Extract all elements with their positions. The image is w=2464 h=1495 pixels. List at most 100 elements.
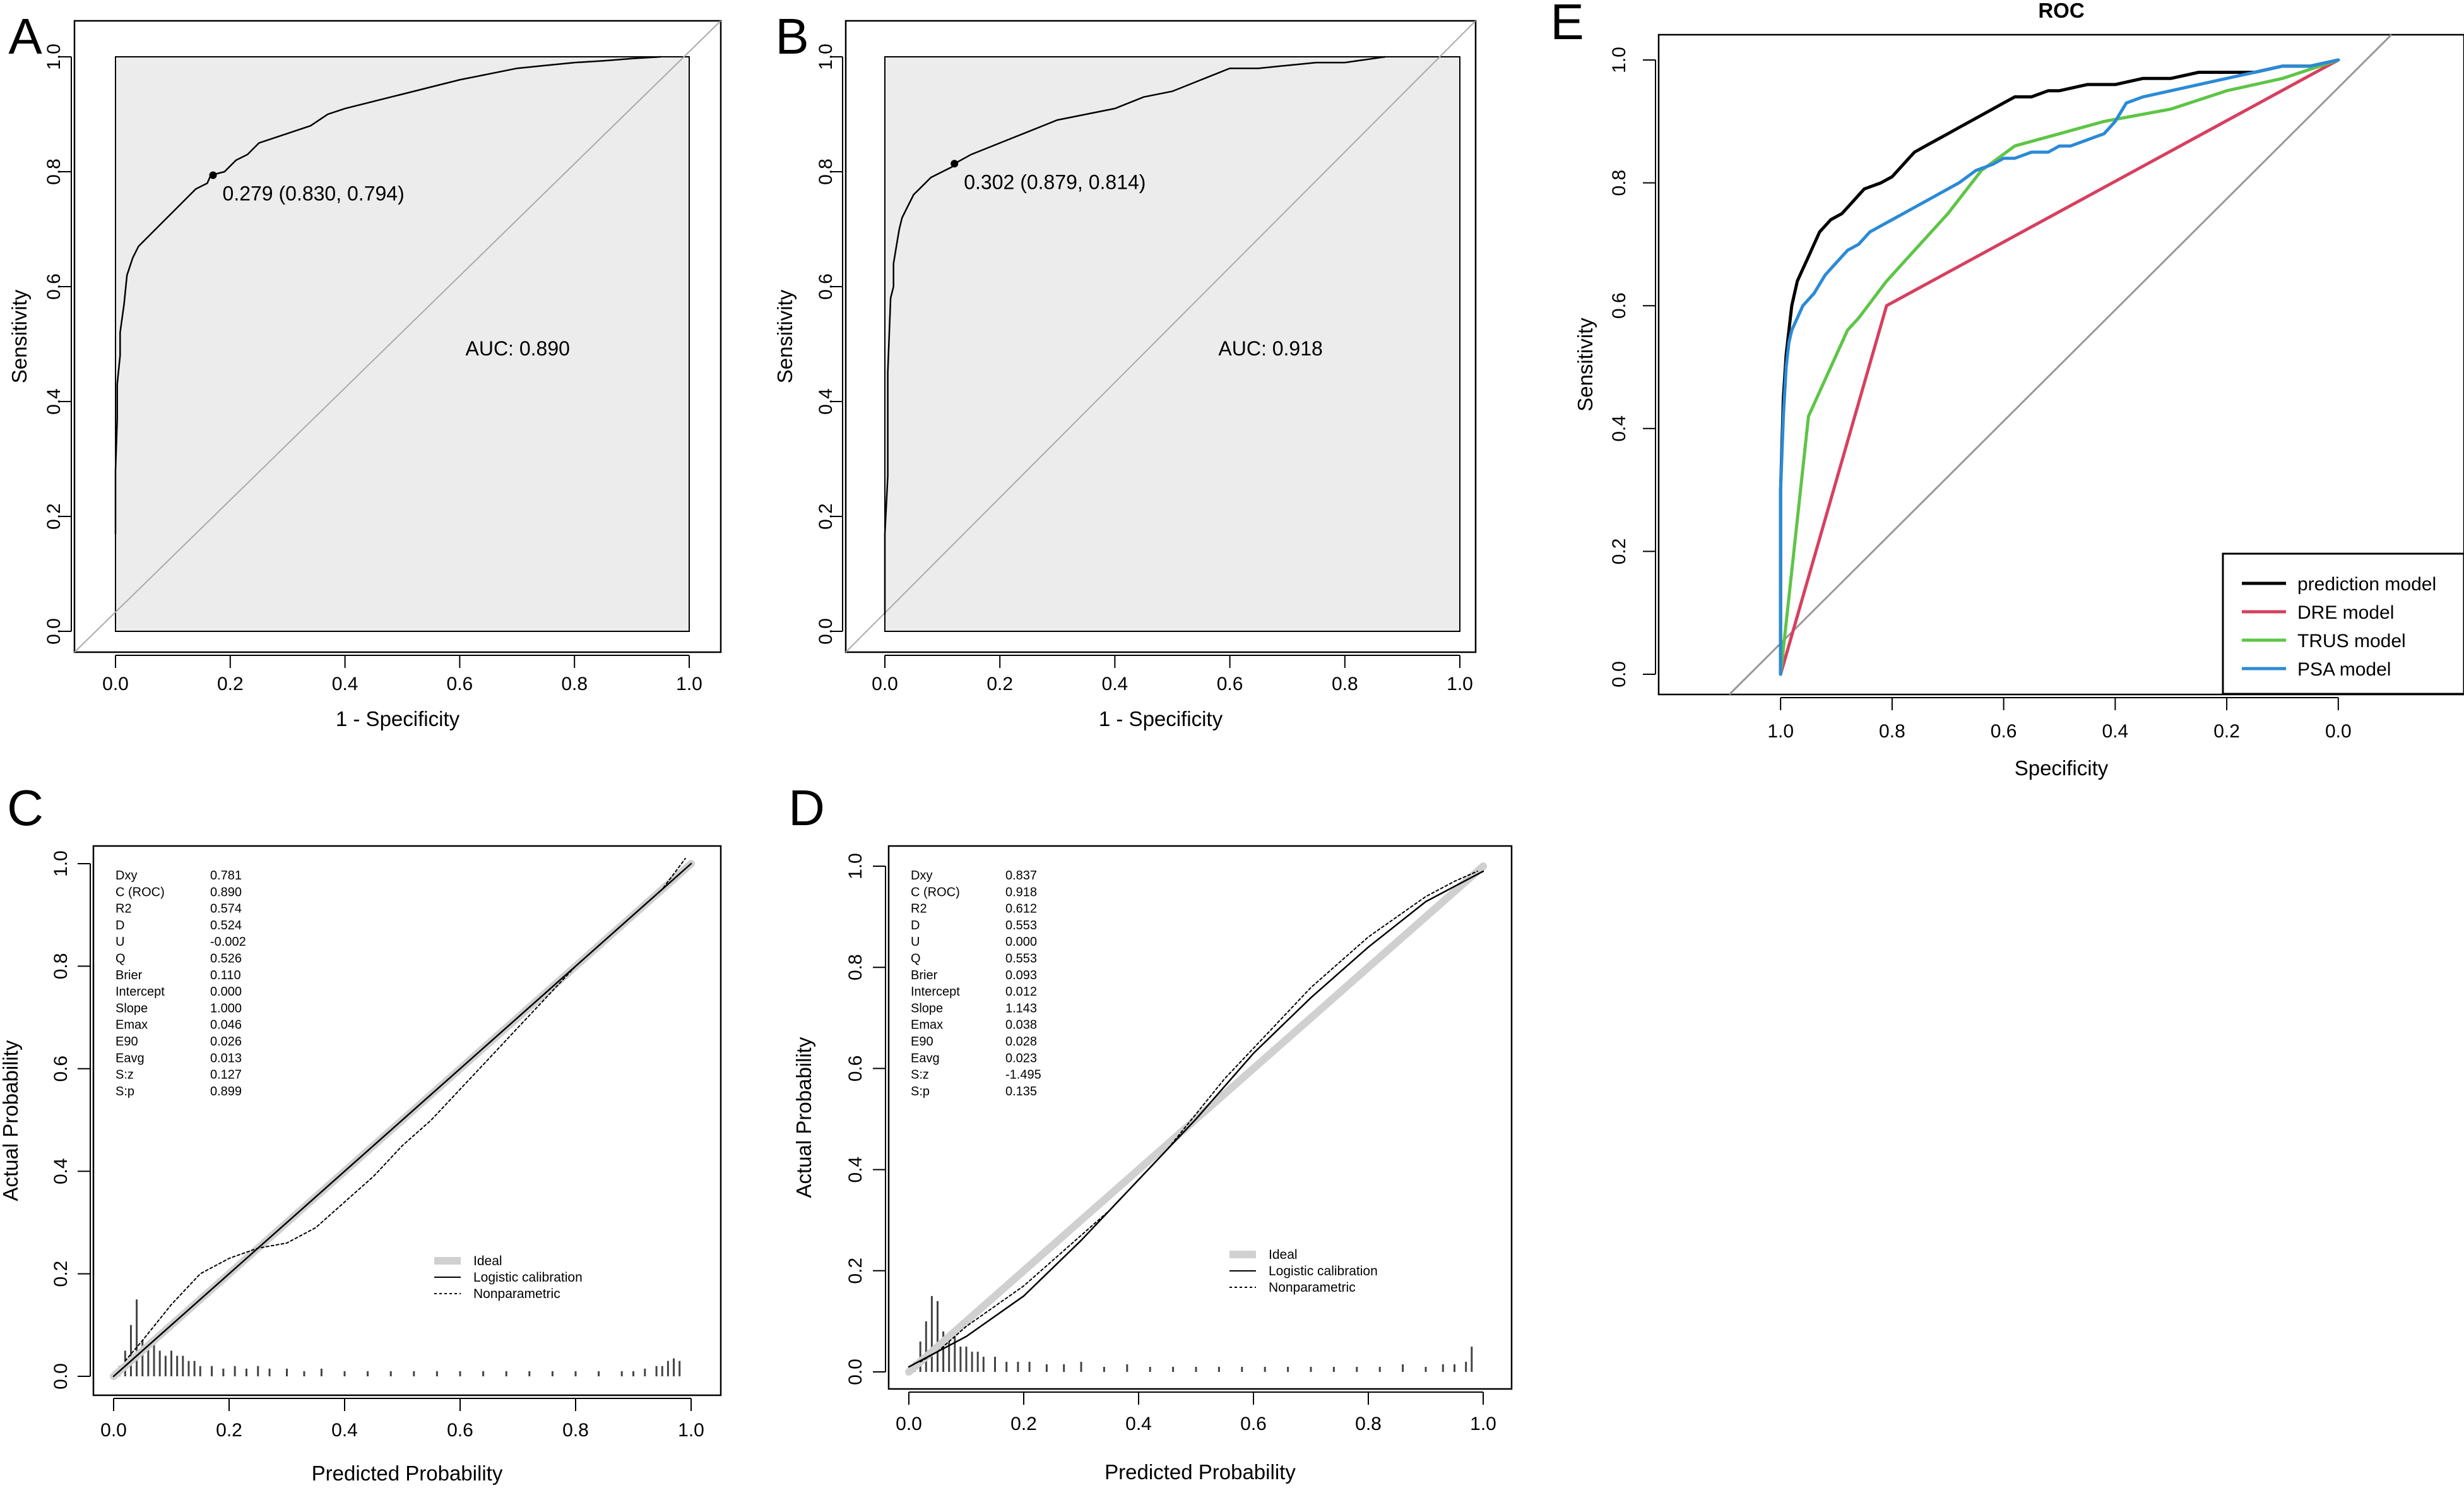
legend-label: Ideal: [1269, 1248, 1298, 1262]
stat-value: 0.000: [1005, 935, 1037, 949]
stat-value: -1.495: [1005, 1068, 1041, 1082]
cutoff-point: [209, 171, 217, 179]
stat-name: E90: [911, 1035, 933, 1049]
stat-name: Q: [116, 952, 126, 966]
y-axis: 0.0 0.2 0.4 0.6 0.8 1.0: [50, 850, 91, 1390]
auc-label: AUC: 0.890: [465, 337, 569, 360]
stat-name: Brier: [116, 968, 143, 982]
x-tick-label: 0.4: [331, 1420, 358, 1441]
stat-name: U: [116, 935, 124, 949]
stat-value: 0.127: [210, 1068, 242, 1082]
y-tick-label: 0.2: [50, 1261, 71, 1287]
y-tick-label: 1.0: [1609, 47, 1630, 73]
stat-value: 0.038: [1005, 1018, 1037, 1032]
x-tick-label: 0.0: [2325, 721, 2352, 742]
legend-label: Logistic calibration: [1269, 1264, 1378, 1278]
stat-name: C (ROC): [116, 885, 165, 899]
stat-value: 0.110: [210, 968, 241, 982]
x-tick-label: 0.4: [1102, 674, 1128, 694]
stat-name: R2: [911, 902, 927, 916]
stat-value: 0.553: [1005, 952, 1037, 966]
x-axis-label: Predicted Probability: [312, 1462, 503, 1485]
y-tick-label: 1.0: [50, 850, 71, 877]
stat-value: -0.002: [210, 935, 246, 949]
panel-letter-C: C: [7, 780, 44, 836]
y-axis-label: Actual Probability: [0, 1040, 22, 1201]
stat-value: 0.135: [1005, 1085, 1037, 1099]
legend-box: [2222, 552, 2464, 695]
x-tick-label: 0.6: [447, 1420, 473, 1441]
x-tick-label: 0.0: [896, 1414, 922, 1434]
stat-name: Dxy: [911, 869, 932, 883]
stat-value: 0.524: [210, 919, 242, 932]
x-tick-label: 0.8: [562, 1420, 589, 1441]
stat-value: 0.026: [210, 1035, 242, 1049]
x-tick-label: 0.2: [986, 674, 1013, 694]
chart-panel-D: D 0.0 0.2 0.4 0.6 0.8 1.0 0.0 0.2 0.4 0.6 0.8 1.0 Pre…: [788, 780, 1513, 1484]
stat-value: 1.000: [210, 1001, 242, 1015]
plot-frame: [73, 20, 722, 653]
x-axis: 0.0 0.2 0.4 0.6 0.8 1.0: [872, 655, 1473, 694]
plot-frame: [1657, 33, 2464, 696]
x-axis: 0.0 0.2 0.4 0.6 0.8 1.0: [896, 1391, 1496, 1434]
x-tick-label: 0.6: [1240, 1414, 1267, 1434]
y-axis: 0.0 0.2 0.4 0.6 0.8 1.0: [1609, 47, 1656, 688]
legend-label: Nonparametric: [1269, 1280, 1356, 1295]
x-tick-label: 0.8: [1879, 721, 1905, 742]
stat-name: S:p: [911, 1085, 930, 1099]
x-tick-label: 1.0: [678, 1420, 704, 1441]
y-tick-label: 0.6: [44, 273, 64, 300]
y-tick-label: 0.6: [1609, 292, 1630, 319]
stat-value: 0.574: [210, 902, 242, 916]
x-tick-label: 0.0: [102, 674, 129, 694]
stat-value: 0.526: [210, 952, 242, 966]
stat-name: U: [911, 935, 920, 949]
stat-name: S:z: [116, 1068, 134, 1082]
stat-name: Brier: [911, 968, 938, 982]
calibration-legend: Ideal Logistic calibration Nonparametric: [1229, 1248, 1378, 1295]
stat-value: 0.093: [1005, 968, 1037, 982]
chart-title: ROC: [2038, 0, 2084, 22]
logistic-calibration-line: [908, 870, 1484, 1368]
legend-label: Ideal: [473, 1254, 502, 1268]
legend-label: DRE model: [2297, 602, 2394, 623]
roc-area: [884, 56, 1460, 632]
y-tick-label: 0.0: [44, 618, 64, 645]
x-axis: 0.0 0.2 0.4 0.6 0.8 1.0: [102, 655, 702, 694]
stat-name: S:z: [911, 1068, 929, 1082]
legend-label: Logistic calibration: [473, 1270, 583, 1285]
x-tick-label: 0.6: [1991, 721, 2017, 742]
stat-name: Eavg: [911, 1051, 940, 1065]
y-tick-label: 0.2: [1609, 539, 1630, 565]
auc-label: AUC: 0.918: [1218, 337, 1322, 360]
y-tick-label: 0.8: [44, 158, 64, 185]
stat-name: Q: [911, 952, 921, 966]
stat-value: 0.899: [210, 1085, 242, 1099]
stat-name: E90: [116, 1035, 138, 1049]
y-tick-label: 0.8: [845, 954, 866, 980]
y-axis: 0.0 0.2 0.4 0.6 0.8 1.0: [815, 44, 843, 645]
y-tick-label: 0.2: [845, 1258, 866, 1284]
y-tick-label: 0.4: [50, 1158, 71, 1184]
stat-value: 0.013: [210, 1051, 242, 1065]
y-tick-label: 0.8: [1609, 170, 1630, 196]
stat-value: 0.012: [1005, 985, 1037, 999]
roc-legend: prediction model DRE model TRUS model PSA m…: [2222, 552, 2464, 695]
y-tick-label: 0.6: [50, 1056, 71, 1082]
y-axis-label: Sensitivity: [8, 289, 31, 383]
stat-name: D: [116, 919, 124, 932]
y-tick-label: 0.6: [815, 273, 836, 300]
y-tick-label: 0.2: [44, 503, 64, 530]
y-tick-label: 0.4: [1609, 415, 1630, 442]
x-tick-label: 0.0: [100, 1420, 127, 1441]
x-tick-label: 1.0: [676, 674, 702, 694]
stat-name: Eavg: [116, 1051, 145, 1065]
stat-value: 0.553: [1005, 919, 1037, 932]
stat-value: 0.023: [1005, 1051, 1037, 1065]
panel-letter-A: A: [8, 8, 42, 64]
stat-name: C (ROC): [911, 885, 960, 899]
cutoff-point: [951, 160, 959, 168]
legend-label: Nonparametric: [473, 1287, 560, 1301]
x-tick-label: 1.0: [1470, 1414, 1496, 1434]
